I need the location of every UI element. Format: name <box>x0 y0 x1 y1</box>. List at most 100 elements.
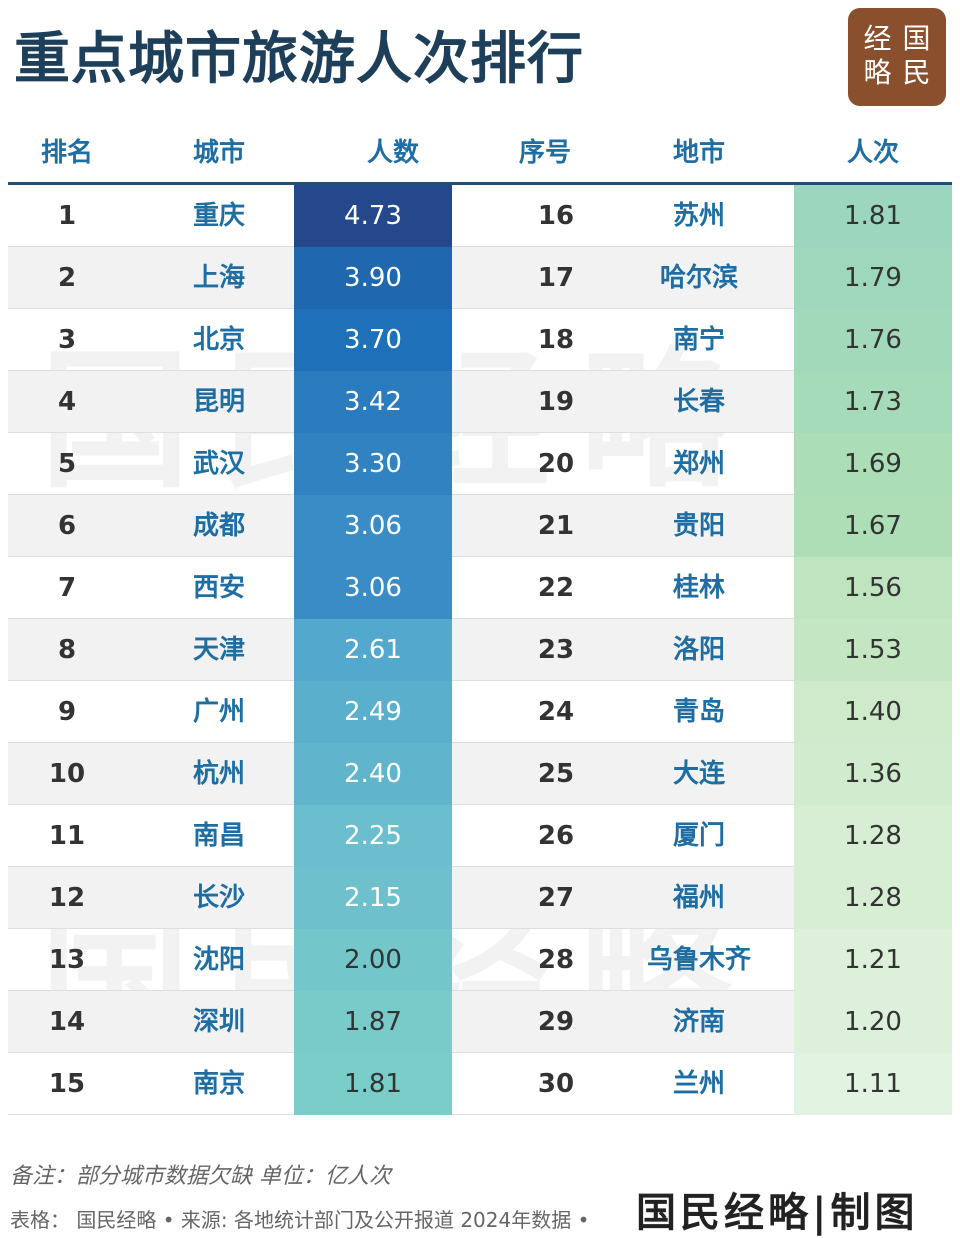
rank-cell: 17 <box>537 263 575 293</box>
table-row: 5 武汉 3.30 20 郑州 1.69 <box>8 433 952 495</box>
logo-char-4: 民 <box>902 56 931 89</box>
value-cell: 1.81 <box>794 185 952 247</box>
table-row: 6 成都 3.06 21 贵阳 1.67 <box>8 495 952 557</box>
table-row: 9 广州 2.49 24 青岛 1.40 <box>8 681 952 743</box>
value-cell: 1.76 <box>794 309 952 371</box>
city-cell: 南宁 <box>672 325 726 355</box>
rank-cell: 1 <box>57 201 77 231</box>
row-divider <box>8 742 952 743</box>
city-cell: 长沙 <box>192 883 246 913</box>
header-rank: 排名 <box>40 138 94 168</box>
logo-char-2: 国 <box>902 22 931 55</box>
footer-brand: 国民经略|制图 <box>636 1189 919 1236</box>
table-row: 11 南昌 2.25 26 厦门 1.28 <box>8 805 952 867</box>
value-cell: 1.53 <box>794 619 952 681</box>
rank-cell: 25 <box>537 759 575 789</box>
table-row: 2 上海 3.90 17 哈尔滨 1.79 <box>8 247 952 309</box>
value-cell: 3.90 <box>294 247 452 309</box>
rank-cell: 4 <box>57 387 77 417</box>
table-row: 7 西安 3.06 22 桂林 1.56 <box>8 557 952 619</box>
logo-char-3: 略 <box>863 56 892 89</box>
brand-logo: 经 国 略 民 <box>848 8 946 106</box>
city-cell: 广州 <box>192 697 246 727</box>
logo-char-1: 经 <box>863 22 892 55</box>
header-city2: 地市 <box>672 138 726 168</box>
value-cell: 1.11 <box>794 1053 952 1115</box>
header-value: 人数 <box>366 138 420 168</box>
value-cell: 3.42 <box>294 371 452 433</box>
row-divider <box>8 556 952 557</box>
city-cell: 厦门 <box>672 821 726 851</box>
row-divider <box>8 370 952 371</box>
table-row: 10 杭州 2.40 25 大连 1.36 <box>8 743 952 805</box>
rank-cell: 8 <box>57 635 77 665</box>
row-divider <box>8 494 952 495</box>
rank-cell: 19 <box>537 387 575 417</box>
rank-cell: 3 <box>57 325 77 355</box>
value-cell: 1.40 <box>794 681 952 743</box>
rank-cell: 22 <box>537 573 575 603</box>
city-cell: 兰州 <box>672 1069 726 1099</box>
city-cell: 福州 <box>672 883 726 913</box>
rank-cell: 6 <box>57 511 77 541</box>
table-header: 排名 城市 人数 序号 地市 人次 <box>8 118 952 184</box>
row-divider <box>8 618 952 619</box>
row-divider <box>8 432 952 433</box>
table-row: 14 深圳 1.87 29 济南 1.20 <box>8 991 952 1053</box>
city-cell: 成都 <box>192 511 246 541</box>
table-row: 13 沈阳 2.00 28 乌鲁木齐 1.21 <box>8 929 952 991</box>
value-cell: 1.21 <box>794 929 952 991</box>
table-row: 1 重庆 4.73 16 苏州 1.81 <box>8 185 952 247</box>
row-divider <box>8 990 952 991</box>
city-cell: 长春 <box>672 387 726 417</box>
city-cell: 西安 <box>192 573 246 603</box>
city-cell: 大连 <box>672 759 726 789</box>
rank-cell: 28 <box>537 945 575 975</box>
rank-cell: 30 <box>537 1069 575 1099</box>
header-divider <box>8 182 952 185</box>
rank-cell: 16 <box>537 201 575 231</box>
footer-source: 表格： 国民经略 • 来源: 各地统计部门及公开报道 2024年数据 • <box>10 1208 590 1232</box>
city-cell: 深圳 <box>192 1007 246 1037</box>
table-row: 15 南京 1.81 30 兰州 1.11 <box>8 1053 952 1115</box>
city-cell: 郑州 <box>672 449 726 479</box>
city-cell: 沈阳 <box>192 945 246 975</box>
city-cell: 武汉 <box>192 449 246 479</box>
row-divider <box>8 1052 952 1053</box>
city-cell: 南京 <box>192 1069 246 1099</box>
value-cell: 2.61 <box>294 619 452 681</box>
value-cell: 1.73 <box>794 371 952 433</box>
value-cell: 2.15 <box>294 867 452 929</box>
rank-cell: 13 <box>48 945 86 975</box>
rank-cell: 9 <box>57 697 77 727</box>
value-cell: 2.49 <box>294 681 452 743</box>
value-cell: 4.73 <box>294 185 452 247</box>
city-cell: 哈尔滨 <box>659 263 739 293</box>
rank-cell: 29 <box>537 1007 575 1037</box>
rank-cell: 2 <box>57 263 77 293</box>
rank-cell: 7 <box>57 573 77 603</box>
value-cell: 1.56 <box>794 557 952 619</box>
value-cell: 2.00 <box>294 929 452 991</box>
city-cell: 桂林 <box>672 573 726 603</box>
value-cell: 1.20 <box>794 991 952 1053</box>
value-cell: 1.28 <box>794 867 952 929</box>
city-cell: 洛阳 <box>672 635 726 665</box>
rank-cell: 11 <box>48 821 86 851</box>
page-title: 重点城市旅游人次排行 <box>14 27 584 92</box>
rank-cell: 15 <box>48 1069 86 1099</box>
city-cell: 重庆 <box>192 201 246 231</box>
city-cell: 上海 <box>192 263 246 293</box>
rank-cell: 18 <box>537 325 575 355</box>
rank-cell: 10 <box>48 759 86 789</box>
rank-cell: 12 <box>48 883 86 913</box>
city-cell: 昆明 <box>192 387 246 417</box>
rank-cell: 26 <box>537 821 575 851</box>
city-cell: 苏州 <box>672 201 726 231</box>
row-divider <box>8 308 952 309</box>
row-divider <box>8 1114 952 1115</box>
header-value2: 人次 <box>846 138 900 168</box>
table-row: 4 昆明 3.42 19 长春 1.73 <box>8 371 952 433</box>
city-cell: 南昌 <box>192 821 246 851</box>
rank-cell: 5 <box>57 449 77 479</box>
